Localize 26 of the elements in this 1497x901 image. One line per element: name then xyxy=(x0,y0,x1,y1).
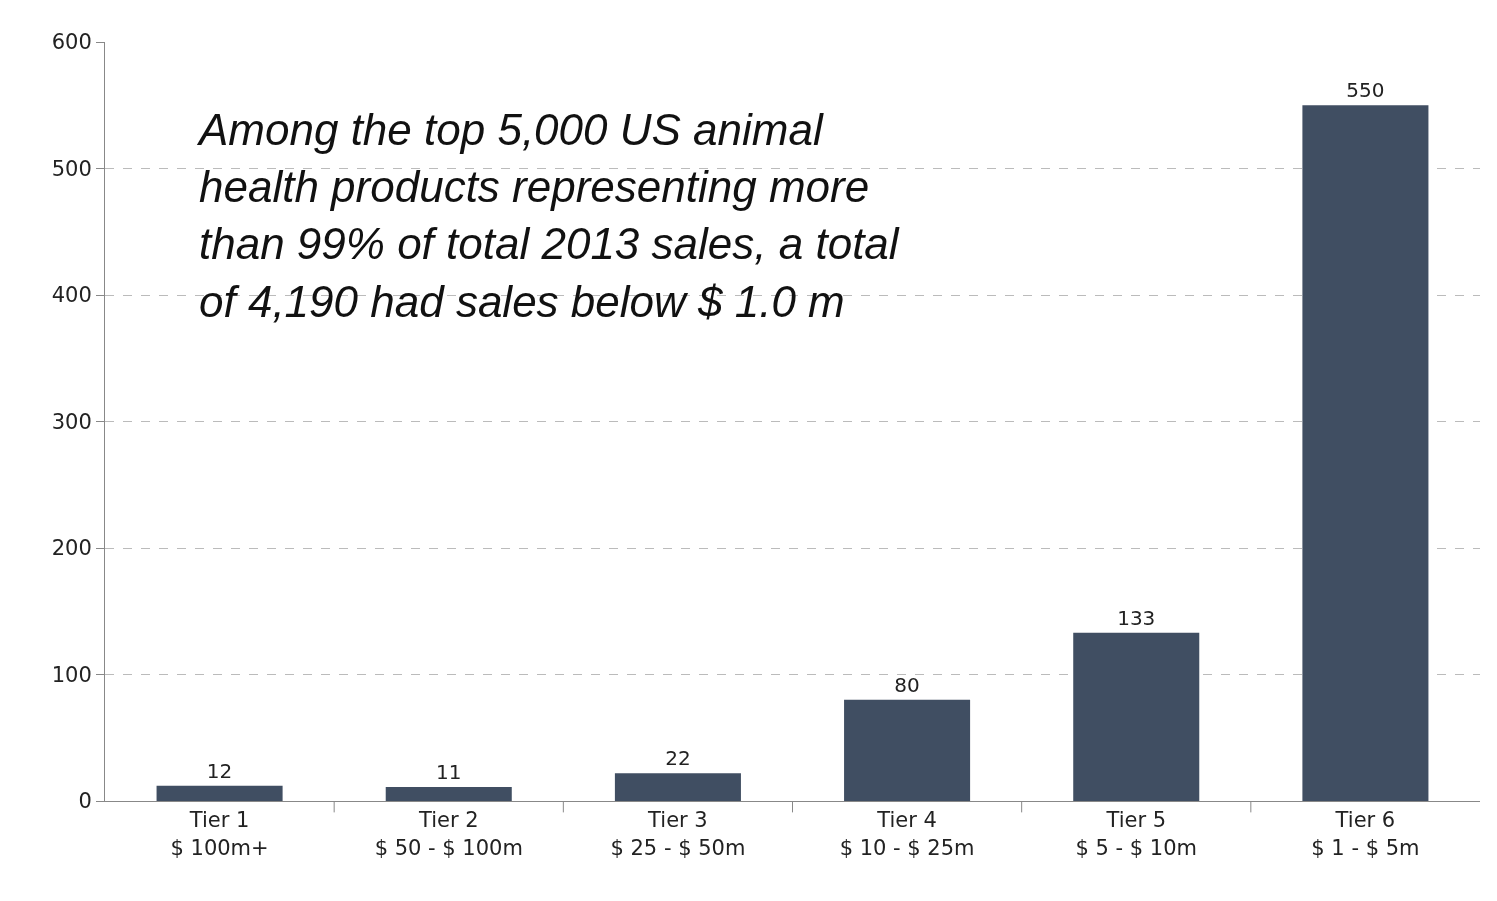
annotation: Among the top 5,000 US animal health products representing more than 99% of total 2013 sales, a total of 4,190 had sales below $ 1.0 m xyxy=(196,105,900,326)
data-label: 12 xyxy=(206,758,233,783)
x-tick-label: Tier 6 $ 1 - $ 5m xyxy=(1311,808,1420,860)
x-tick-label: Tier 3 $ 25 - $ 50m xyxy=(610,808,746,860)
x-tick-label: Tier 5 $ 5 - $ 10m xyxy=(1075,808,1198,860)
y-tick-label: 200 xyxy=(51,536,92,561)
data-label: 11 xyxy=(436,760,462,785)
y-tick-label: 400 xyxy=(51,283,92,308)
bar xyxy=(1073,632,1200,801)
y-tick-label: 600 xyxy=(51,30,92,55)
bar xyxy=(844,699,971,801)
y-tick-label: 0 xyxy=(78,789,92,814)
x-tick-label: Tier 4 $ 10 - $ 25m xyxy=(839,808,975,860)
y-tick-label: 300 xyxy=(51,409,92,434)
y-tick-label: 500 xyxy=(51,156,92,181)
bar xyxy=(614,773,741,801)
y-tick-label: 100 xyxy=(51,662,92,687)
data-label: 550 xyxy=(1346,78,1385,103)
data-label: 133 xyxy=(1117,605,1156,630)
data-label: 80 xyxy=(894,672,920,697)
bar xyxy=(1302,105,1429,801)
x-tick-label: Tier 2 $ 50 - $ 100m xyxy=(374,808,523,860)
x-tick-label: Tier 1 $ 100m+ xyxy=(170,808,269,860)
bar xyxy=(385,787,512,801)
bar xyxy=(156,785,283,801)
data-label: 22 xyxy=(665,746,691,771)
